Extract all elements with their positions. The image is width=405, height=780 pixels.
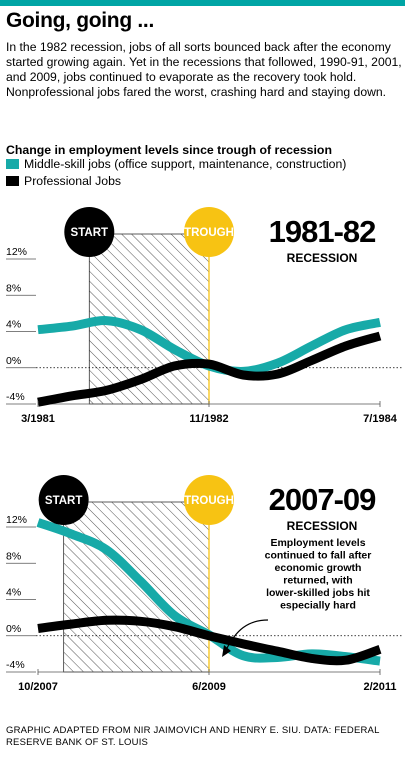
legend-label-middle-skill: Middle-skill jobs (office support, maint… xyxy=(24,157,347,171)
start-label: START xyxy=(71,227,108,239)
y-tick-label: 4% xyxy=(6,319,21,331)
legend-label-professional: Professional Jobs xyxy=(24,174,122,188)
y-tick-label: -4% xyxy=(6,391,25,403)
series-professional-line xyxy=(37,331,382,407)
recession-hatched-region xyxy=(63,501,210,673)
chart-2007-09: 12% 8% 4% 0% -4% 10/2007 6/2009 2/2011 START TROU… xyxy=(6,475,403,693)
legend-swatch-professional xyxy=(6,176,19,186)
headline: Going, going ... xyxy=(6,9,155,32)
recession-subtitle: RECESSION xyxy=(287,519,358,533)
recession-title: 2007-09 xyxy=(269,482,377,517)
annotation-text: Employment levels continued to fall after… xyxy=(265,537,372,612)
trough-label: TROUGH xyxy=(184,495,234,507)
trough-label: TROUGH xyxy=(184,227,234,239)
y-tick-label: 8% xyxy=(6,282,21,294)
start-label: START xyxy=(45,495,82,507)
y-tick-label: 12% xyxy=(6,246,27,258)
annotation-arrow xyxy=(225,619,269,651)
y-tick-label: 0% xyxy=(6,355,21,367)
y-tick-label: -4% xyxy=(6,659,25,671)
intro-paragraph: In the 1982 recession, jobs of all sorts… xyxy=(6,40,402,99)
legend-item-middle-skill: Middle-skill jobs (office support, maint… xyxy=(6,156,346,172)
y-tick-label: 0% xyxy=(6,623,21,635)
y-tick-label: 12% xyxy=(6,514,27,526)
annotation-arrowhead xyxy=(222,645,231,657)
chart-subtitle: Change in employment levels since trough… xyxy=(6,143,332,157)
trough-marker xyxy=(184,207,234,257)
chart-1981-82: 12% 8% 4% 0% -4% 3/1981 11/1982 7/1984 START TROU… xyxy=(6,207,403,425)
x-tick-label: 10/2007 xyxy=(18,681,58,693)
series-professional-line xyxy=(37,615,382,666)
y-tick-label: 4% xyxy=(6,587,21,599)
start-marker xyxy=(38,475,89,525)
y-tick-label: 8% xyxy=(6,550,21,562)
recession-subtitle: RECESSION xyxy=(287,251,358,265)
x-tick-label: 3/1981 xyxy=(21,413,55,425)
source-credit: GRAPHIC ADAPTED FROM NIR JAIMOVICH AND H… xyxy=(6,725,380,748)
trough-marker xyxy=(184,475,234,525)
legend-swatch-middle-skill xyxy=(6,159,19,169)
start-marker xyxy=(64,207,115,257)
x-tick-label: 7/1984 xyxy=(363,413,398,425)
x-tick-label: 6/2009 xyxy=(192,681,226,693)
legend-item-professional: Professional Jobs xyxy=(6,173,121,189)
x-tick-label: 11/1982 xyxy=(189,413,228,425)
recession-title: 1981-82 xyxy=(269,214,376,249)
x-tick-label: 2/2011 xyxy=(363,681,396,693)
accent-bar xyxy=(0,0,405,6)
